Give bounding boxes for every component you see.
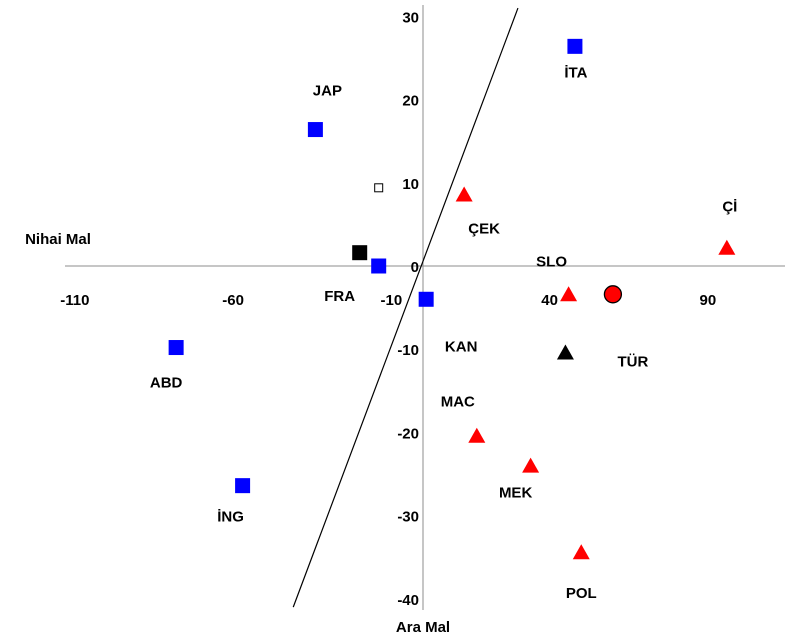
point-label: POL xyxy=(566,585,597,602)
point-label: FRA xyxy=(324,288,355,305)
square-marker xyxy=(168,340,184,356)
point-label: TÜR xyxy=(617,353,648,370)
axes xyxy=(65,5,785,610)
y-tick-label: -20 xyxy=(397,425,419,442)
triangle-marker xyxy=(522,457,540,473)
triangle-marker xyxy=(556,344,574,360)
y-tick-label: 10 xyxy=(402,176,419,193)
triangle-marker xyxy=(468,427,486,443)
x-tick-label: 40 xyxy=(541,292,558,309)
point-label: İNG xyxy=(217,509,244,526)
y-axis-label: Nihai Mal xyxy=(25,231,91,248)
y-tick-label: 0 xyxy=(411,259,419,276)
x-tick-label: -10 xyxy=(381,292,403,309)
point-label: SLO xyxy=(536,253,567,270)
point-label: ÇEK xyxy=(468,220,500,237)
triangle-marker xyxy=(455,186,473,202)
point-label: İTA xyxy=(564,64,587,81)
x-tick-label: -60 xyxy=(222,292,244,309)
point-label: MEK xyxy=(499,485,533,502)
x-tick-label: 90 xyxy=(700,292,717,309)
tick-labels: -110 -60 -10 40 90 30 20 10 0 -10 -20 -30 -40 xyxy=(60,9,716,608)
square-marker xyxy=(418,291,434,307)
square-marker xyxy=(371,258,387,274)
point-labels: İTA JAP FRA KAN ABD İNG ÇEK Çİ SLO MAC MEK POL TÜR xyxy=(150,64,737,602)
triangle-marker xyxy=(560,286,578,302)
point-label: MAC xyxy=(441,394,475,411)
trend-line xyxy=(292,7,519,608)
y-tick-label: 20 xyxy=(402,93,419,110)
x-tick-label: -110 xyxy=(60,292,89,309)
square-marker xyxy=(235,478,251,494)
y-tick-label: -30 xyxy=(397,509,419,526)
square-marker xyxy=(567,38,583,54)
point-label: Çİ xyxy=(722,199,737,216)
hollow-square-marker xyxy=(374,183,384,193)
x-axis-label: Ara Mal xyxy=(396,619,450,636)
square-marker xyxy=(307,122,323,138)
point-label: JAP xyxy=(313,83,342,100)
y-tick-label: 30 xyxy=(402,9,419,26)
trend-line-group xyxy=(292,7,519,608)
circle-marker xyxy=(603,285,623,304)
triangle-marker xyxy=(718,239,736,255)
square-marker xyxy=(352,245,368,261)
data-points xyxy=(168,38,736,560)
triangle-marker xyxy=(572,544,590,560)
y-tick-label: -10 xyxy=(397,342,419,359)
point-label: KAN xyxy=(445,338,478,355)
y-tick-label: -40 xyxy=(397,592,419,609)
point-label: ABD xyxy=(150,375,183,392)
